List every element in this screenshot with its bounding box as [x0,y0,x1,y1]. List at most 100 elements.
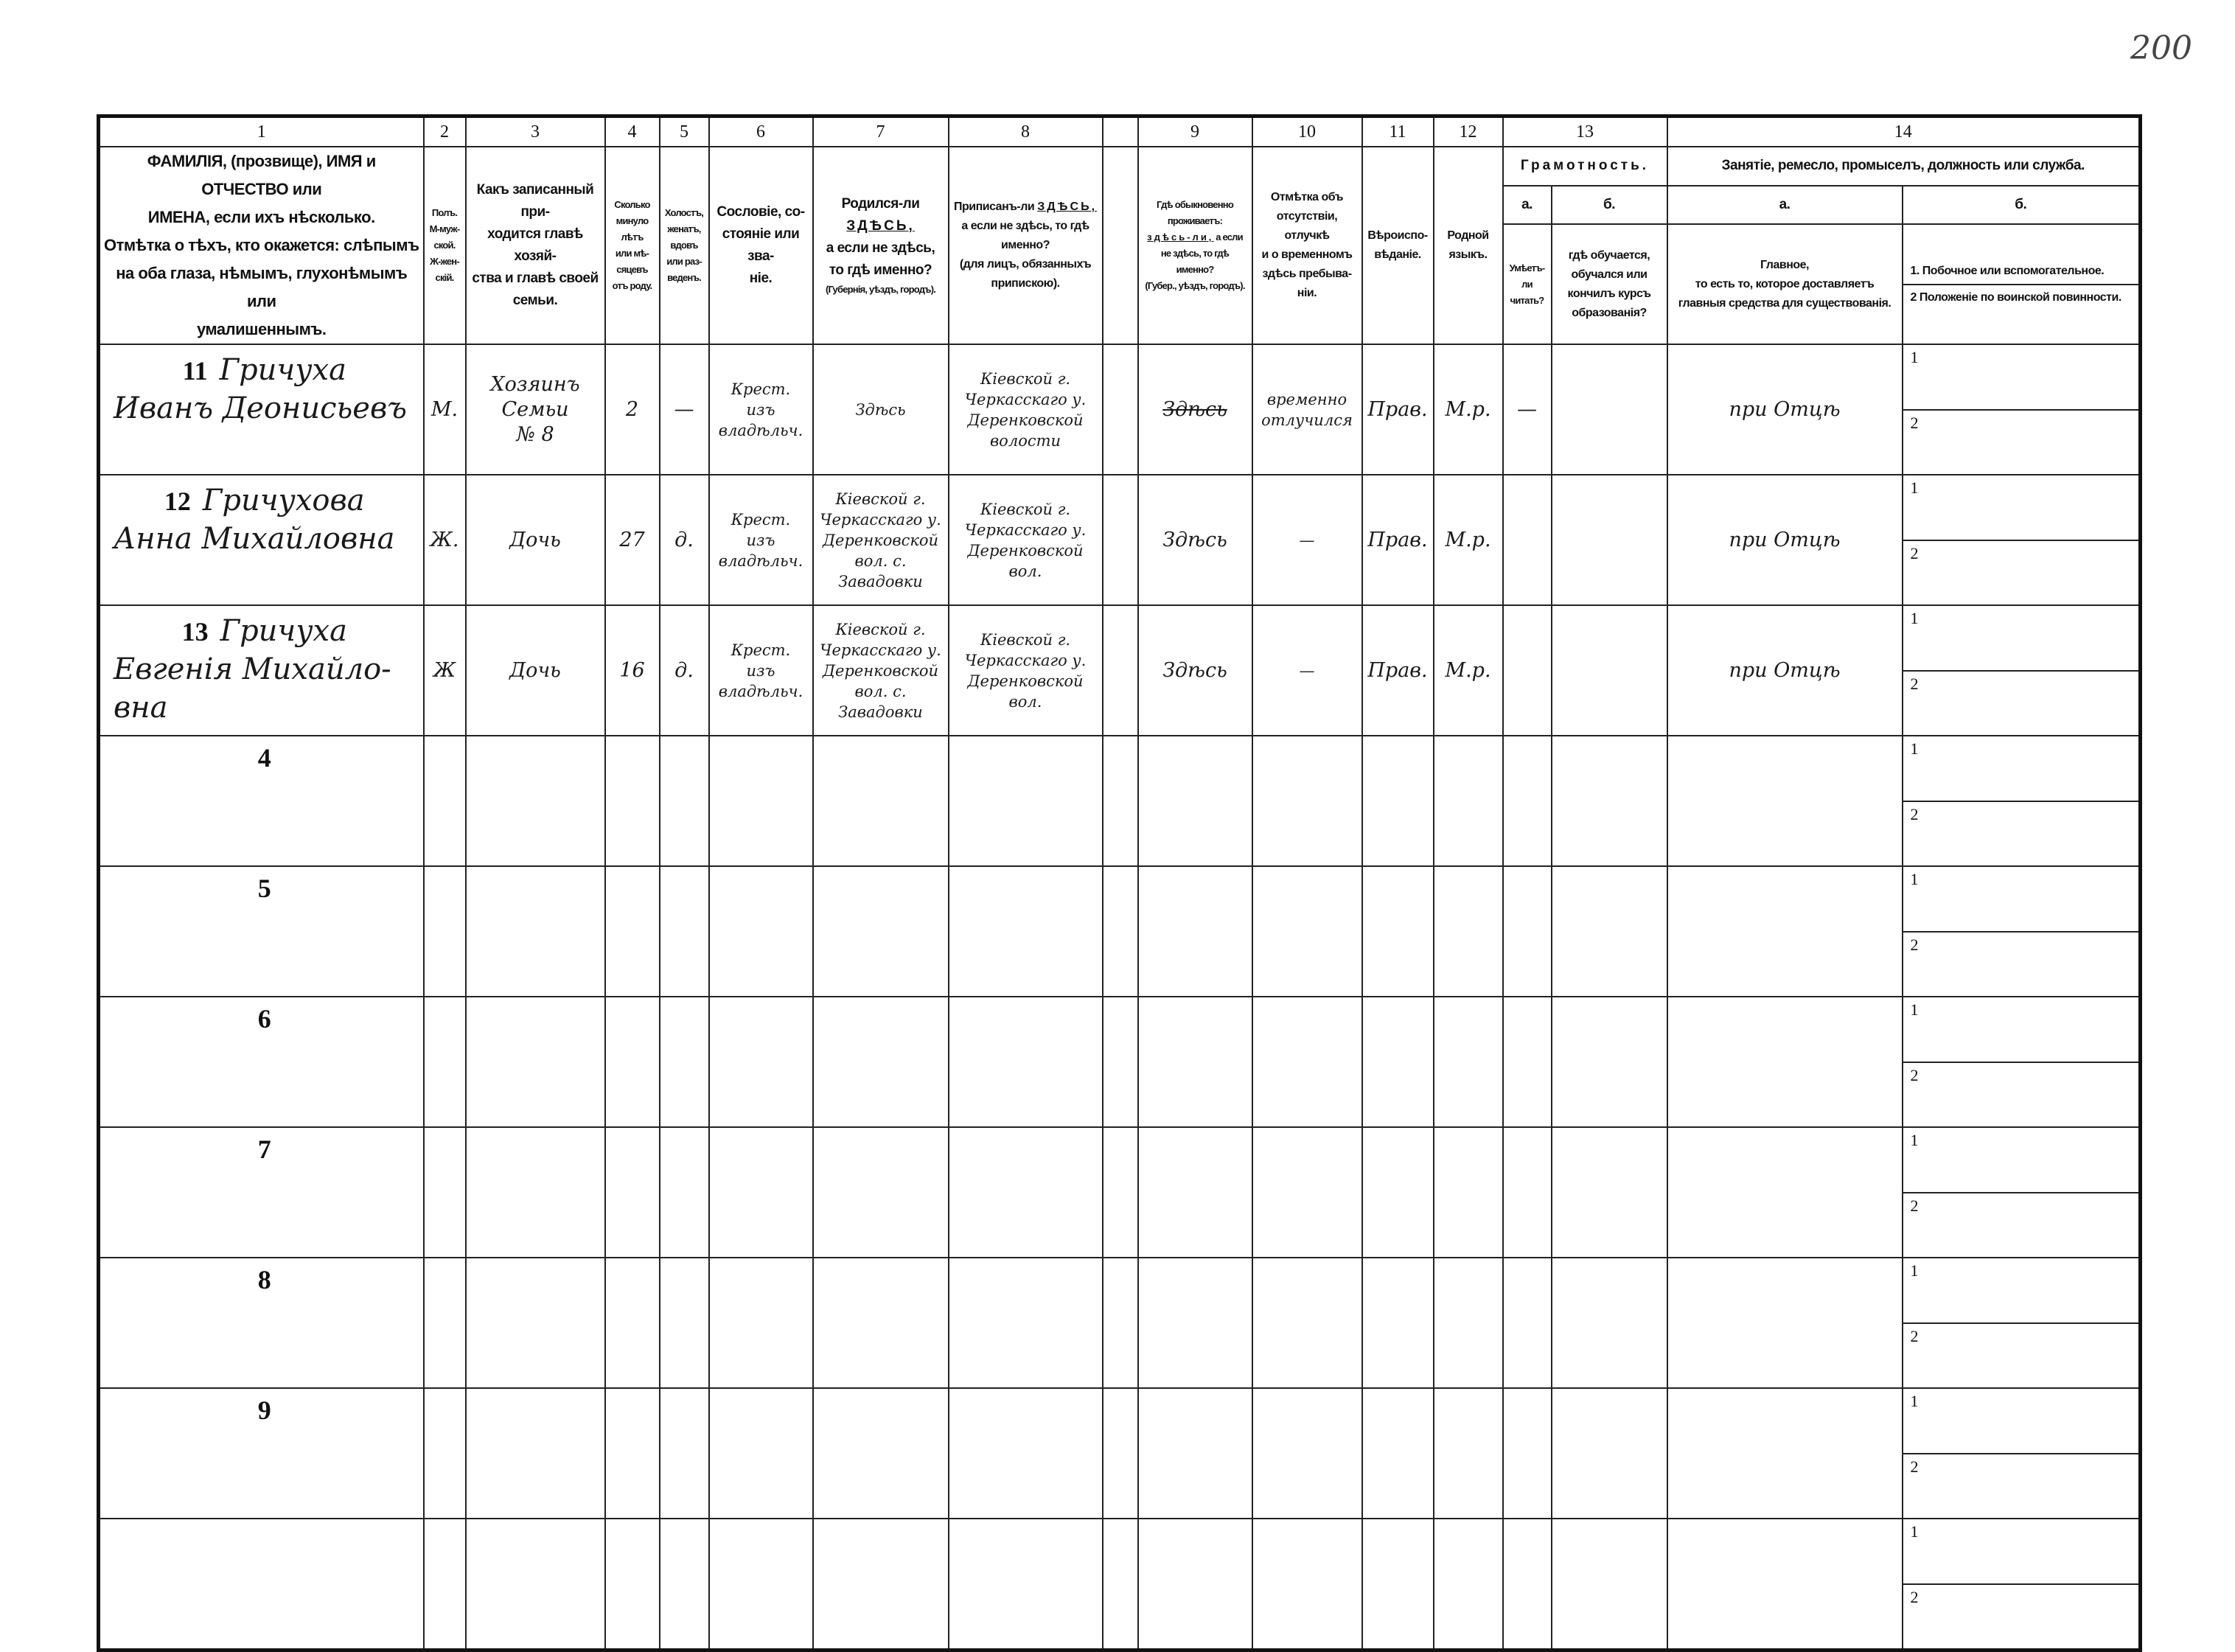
header-line: языкъ. [1448,248,1488,261]
header-text-block: ФАМИЛIЯ, (прозвище), ИМЯ и ОТЧЕСТВО или И… [100,148,422,343]
handwritten-name: Иванъ Деонисьевъ [114,391,407,425]
handwritten-name: Гричуха [220,614,347,648]
cell-education [1550,604,1668,736]
cell-age [604,865,660,997]
handwritten-value: 2 [625,397,639,421]
cell-sex [422,1518,467,1651]
sub-row-label: 2 [1910,1196,1919,1215]
cell-language [1432,996,1504,1128]
header-line: ФАМИЛIЯ, (прозвище), ИМЯ и ОТЧЕСТВО или [147,152,376,198]
handwritten-line: Здѣсь [855,400,906,419]
header-blank-column [1101,146,1139,345]
cell-name [97,1518,425,1651]
cell-religion: Прав. [1361,604,1434,736]
header-surname-name: ФАМИЛIЯ, (прозвище), ИМЯ и ОТЧЕСТВО или И… [97,146,425,345]
cell-estate [708,1387,814,1519]
header-line: веденъ. [667,272,702,283]
handwritten-line: Кiевской г. [980,369,1071,388]
cell-education [1550,865,1668,997]
cell-residence [1137,735,1253,867]
header-education: гдѣ обучается, обучался или кончилъ курсъ о… [1550,223,1668,345]
cell-language: М.р. [1432,604,1504,736]
header-note: (Губернiя, уѣздъ, городъ). [825,284,936,295]
cell-residence: Здѣсь [1137,344,1253,475]
handwritten-line: изъ [746,661,775,680]
header-line: ства и главѣ своей [472,271,599,286]
cell-residence [1137,996,1253,1128]
cell-born: Кiевской г. Черкасскаго у. Деренковской вол… [812,474,949,606]
cell-born [812,865,949,997]
cell-name: 8 [97,1257,425,1389]
sub-row-label: 2 [1910,935,1919,954]
cell-blank [1101,1257,1139,1389]
column-number [1101,115,1139,147]
sub-row-label: 1 [1903,1520,2138,1585]
cell-religion [1361,735,1434,867]
handwritten-line: отлучился [1261,411,1353,429]
handwritten-line: вол. с. Завадовки [838,551,923,590]
cell-literate [1502,1387,1552,1519]
header-text-block: не здѣсь, то гдѣ именно? [1140,245,1251,278]
header-line: здѣсь пребыва- [1262,268,1352,280]
cell-born [812,996,949,1128]
column-number: 5 [658,115,710,147]
cell-registered [947,1126,1103,1258]
handwritten-value: Ж [433,658,456,682]
header-line: (для лицъ, обязанныхъ [959,258,1092,271]
header-text-block: а если не здѣсь, то гдѣ именно? (для лицъ,… [950,217,1101,293]
header-note: (Губер., уѣздъ, городъ). [1145,280,1245,291]
cell-language [1432,1126,1504,1258]
header-line: Гдѣ обыкновенно [1157,199,1234,210]
cell-religion: Прав. [1361,344,1434,475]
handwritten-line: Деренковской [822,531,939,549]
cell-language [1432,735,1504,867]
handwritten-line: вол. с. Завадовки [838,682,923,721]
cell-estate [708,1257,814,1389]
cell-marital [658,1387,710,1519]
cell-residence [1137,1518,1253,1651]
header-relation: Какъ записанный при-ходится главѣ хозяй-… [464,146,606,345]
header-line: Холостъ, [664,207,704,218]
header-line: главныя средства для существованiя. [1678,296,1891,310]
cell-age [604,996,660,1128]
header-text-block: Гдѣ обыкновенно проживаетъ: [1140,197,1251,229]
cell-residence [1137,1126,1253,1258]
header-native-language: Родной языкъ. [1432,146,1504,345]
cell-relation [464,735,606,867]
cell-absence [1251,735,1363,867]
cell-marital [658,865,710,997]
handwritten-line: волости [989,431,1061,450]
handwritten-line: владѣльч. [718,421,803,439]
handwritten-value: при Отцѣ [1729,658,1841,682]
cell-absence: временно отлучился [1251,344,1363,475]
cell-name: 7 [97,1126,425,1258]
cell-born [812,1518,949,1651]
cell-relation: Дочь [464,474,606,606]
column-number: 12 [1432,115,1504,147]
cell-registered [947,1257,1103,1389]
sub-row-label: 1 [1903,1259,2138,1324]
handwritten-name: Евгенiя Михайло- [114,652,391,686]
handwritten-value: Здѣсь [1162,397,1227,421]
header-line: именно? [1176,264,1215,275]
column-number: 3 [464,115,606,147]
column-number: 1 [97,115,425,147]
cell-residence [1137,865,1253,997]
cell-education [1550,474,1668,606]
cell-registered: Кiевской г. Черкасскаго у. Деренковской вол… [947,604,1103,736]
cell-literate [1502,604,1552,736]
header-line: обучался или [1571,268,1648,281]
header-line: именно? [1001,239,1050,251]
handwritten-value: Прав. [1367,528,1428,551]
handwritten-line: Черкасскаго у. [820,510,941,529]
header-line: женатъ, [667,223,701,234]
header-text-block: Какъ записанный при-ходится главѣ хозяй-… [467,179,604,312]
sub-row-label: 2 [1910,413,1919,432]
cell-language: М.р. [1432,474,1504,606]
header-line: Отмѣтка объ [1270,191,1344,203]
handwritten-value: М.р. [1445,397,1491,421]
cell-relation [464,996,606,1128]
cell-residence: Здѣсь [1137,604,1253,736]
